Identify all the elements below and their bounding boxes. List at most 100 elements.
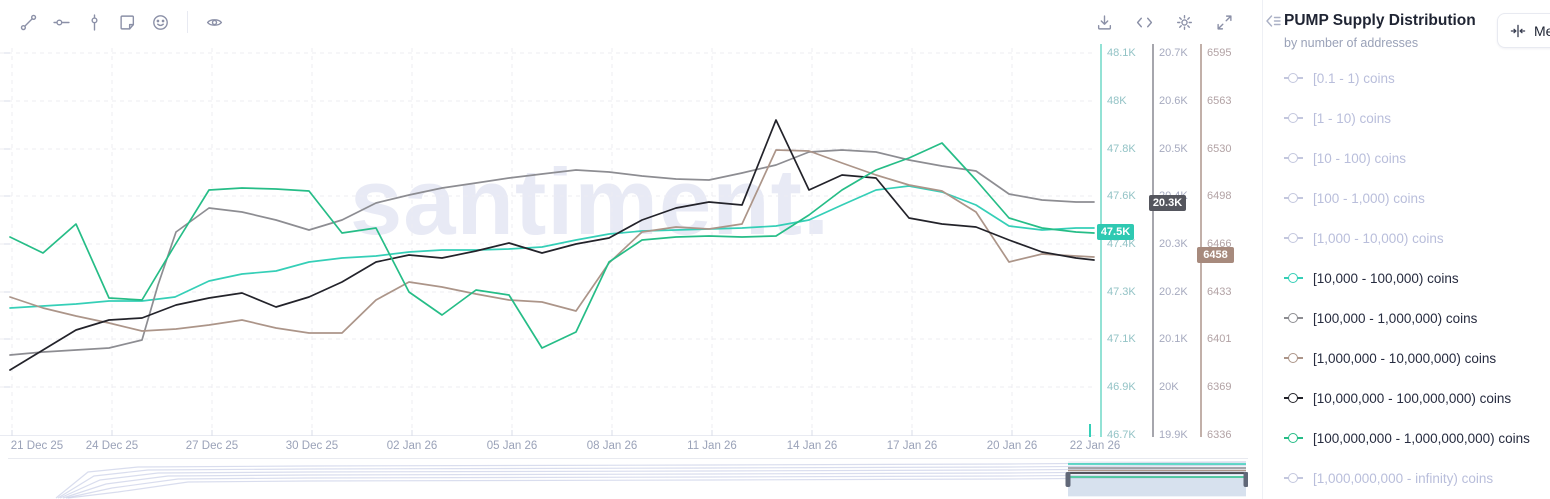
legend-item[interactable]: [1,000,000,000 - infinity) coins: [1284, 458, 1550, 498]
x-axis-tick-label: 22 Jan 26: [1069, 440, 1121, 452]
x-axis-tick-label: 21 Dec 25: [10, 440, 64, 452]
y-axis-tick-label: 20.3K: [1159, 238, 1188, 250]
y-axis-tick-label: 20.7K: [1159, 47, 1188, 59]
legend-item[interactable]: [1,000 - 10,000) coins: [1284, 218, 1550, 258]
legend-marker-icon: [1284, 153, 1303, 164]
legend-marker-icon: [1284, 393, 1303, 404]
axis-last-value-badge: 20.3K: [1149, 195, 1186, 211]
x-axis-tick-label: 05 Jan 26: [486, 440, 538, 452]
legend-marker-icon: [1284, 193, 1303, 204]
x-axis-tick-label: 02 Jan 26: [386, 440, 438, 452]
y-axis-teal[interactable]: [1100, 44, 1102, 437]
legend-item[interactable]: [10,000,000 - 100,000,000) coins: [1284, 378, 1550, 418]
emoji-icon[interactable]: [152, 14, 169, 31]
legend-item[interactable]: [100,000 - 1,000,000) coins: [1284, 298, 1550, 338]
y-axis-tick-label: 47.8K: [1107, 143, 1136, 155]
legend-item-label: [100 - 1,000) coins: [1313, 190, 1425, 206]
merge-axes-button[interactable]: Me: [1497, 13, 1550, 48]
legend-marker-icon: [1284, 273, 1303, 284]
series-line-3: [9, 119, 1095, 371]
y-axis-tick-label: 20.6K: [1159, 95, 1188, 107]
y-axis-brown[interactable]: [1200, 44, 1202, 437]
legend-item-label: [1,000,000 - 10,000,000) coins: [1313, 350, 1497, 366]
panel-subtitle: by number of addresses: [1284, 36, 1419, 50]
y-axis-tick-label: 47.1K: [1107, 333, 1136, 345]
axis-last-value-badge: 6458: [1197, 247, 1234, 263]
legend-item-label: [1,000 - 10,000) coins: [1313, 230, 1444, 246]
legend-item-label: [100,000,000 - 1,000,000,000) coins: [1313, 430, 1530, 446]
legend-marker-icon: [1284, 433, 1303, 444]
scrubber-handle-left[interactable]: [1065, 472, 1071, 487]
legend-item[interactable]: [1 - 10) coins: [1284, 98, 1550, 138]
legend-marker-icon: [1284, 113, 1303, 124]
y-axis-tick-label: 6336: [1207, 429, 1232, 441]
timeline-scrubber[interactable]: [8, 458, 1248, 499]
axis-last-value-badge: 47.5K: [1097, 224, 1134, 240]
toolbar-divider: [187, 11, 188, 33]
y-axis-tick-label: 6563: [1207, 95, 1232, 107]
x-axis-tick-label: 14 Jan 26: [786, 440, 838, 452]
series-line-1: [9, 149, 1095, 356]
legend-marker-icon: [1284, 233, 1303, 244]
fullscreen-icon[interactable]: [1216, 14, 1233, 31]
y-axis-tick-label: 6498: [1207, 190, 1232, 202]
x-axis-tick-label: 27 Dec 25: [185, 440, 239, 452]
drawing-tools-group: [20, 0, 223, 44]
metrics-panel: PUMP Supply Distribution by number of ad…: [1262, 0, 1550, 499]
eye-icon[interactable]: [206, 14, 223, 31]
legend-marker-icon: [1284, 73, 1303, 84]
y-axis-tick-label: 46.9K: [1107, 381, 1136, 393]
horizontal-slider-icon[interactable]: [53, 14, 70, 31]
legend-marker-icon: [1284, 473, 1303, 484]
note-icon[interactable]: [119, 14, 136, 31]
y-axis-tick-label: 6433: [1207, 286, 1232, 298]
panel-title: PUMP Supply Distribution: [1284, 12, 1476, 29]
y-axis-gray[interactable]: [1152, 44, 1154, 437]
y-axis-tick-label: 47.3K: [1107, 286, 1136, 298]
legend-item-label: [10,000 - 100,000) coins: [1313, 270, 1459, 286]
axes-layer: 48.1K 48K 47.8K 47.6K 47.4K 47.3K 47.1K 46.9K 46…: [10, 44, 1234, 452]
legend-item-label: [0.1 - 1) coins: [1313, 70, 1395, 86]
download-icon[interactable]: [1096, 14, 1113, 31]
y-axis-tick-label: 6369: [1207, 381, 1232, 393]
y-axis-tick-label: 6530: [1207, 143, 1232, 155]
legend-item-label: [1,000,000,000 - infinity) coins: [1313, 470, 1494, 486]
legend-item[interactable]: [1,000,000 - 10,000,000) coins: [1284, 338, 1550, 378]
y-axis-tick-label: 47.6K: [1107, 190, 1136, 202]
legend-list: [0.1 - 1) coins [1 - 10) coins [10 - 100…: [1284, 58, 1550, 498]
x-axis-tick-label: 20 Jan 26: [986, 440, 1038, 452]
current-time-marker: [1089, 424, 1091, 437]
collapse-panel-icon[interactable]: [1264, 12, 1282, 30]
x-axis-tick-label: 24 Dec 25: [85, 440, 139, 452]
x-axis-tick-label: 08 Jan 26: [586, 440, 638, 452]
legend-item[interactable]: [10 - 100) coins: [1284, 138, 1550, 178]
x-axis-tick-label: 17 Jan 26: [886, 440, 938, 452]
y-axis-tick-label: 19.9K: [1159, 429, 1188, 441]
y-axis-tick-label: 46.7K: [1107, 429, 1136, 441]
x-axis-tick-label: 30 Dec 25: [285, 440, 339, 452]
legend-item[interactable]: [100,000,000 - 1,000,000,000) coins: [1284, 418, 1550, 458]
legend-item-label: [100,000 - 1,000,000) coins: [1313, 310, 1478, 326]
merge-axes-icon: [1510, 24, 1526, 37]
code-icon[interactable]: [1136, 14, 1153, 31]
legend-marker-icon: [1284, 313, 1303, 324]
y-axis-tick-label: 20.1K: [1159, 333, 1188, 345]
y-axis-tick-label: 6595: [1207, 47, 1232, 59]
scrubber-handle-right[interactable]: [1243, 472, 1249, 487]
merge-axes-label: Me: [1534, 22, 1550, 39]
chart-actions-group: [1096, 0, 1233, 44]
x-axis-tick-label: 11 Jan 26: [687, 440, 737, 452]
legend-item[interactable]: [100 - 1,000) coins: [1284, 178, 1550, 218]
series-line-0: [9, 185, 1095, 309]
gear-icon[interactable]: [1176, 14, 1193, 31]
y-axis-tick-label: 48K: [1107, 95, 1127, 107]
series-line-4: [9, 142, 1095, 349]
y-axis-tick-label: 48.1K: [1107, 47, 1136, 59]
legend-item[interactable]: [0.1 - 1) coins: [1284, 58, 1550, 98]
trend-line-icon[interactable]: [20, 14, 37, 31]
legend-item[interactable]: [10,000 - 100,000) coins: [1284, 258, 1550, 298]
legend-marker-icon: [1284, 353, 1303, 364]
vertical-slider-icon[interactable]: [86, 13, 103, 31]
legend-item-label: [10 - 100) coins: [1313, 150, 1407, 166]
y-axis-tick-label: 20.5K: [1159, 143, 1188, 155]
